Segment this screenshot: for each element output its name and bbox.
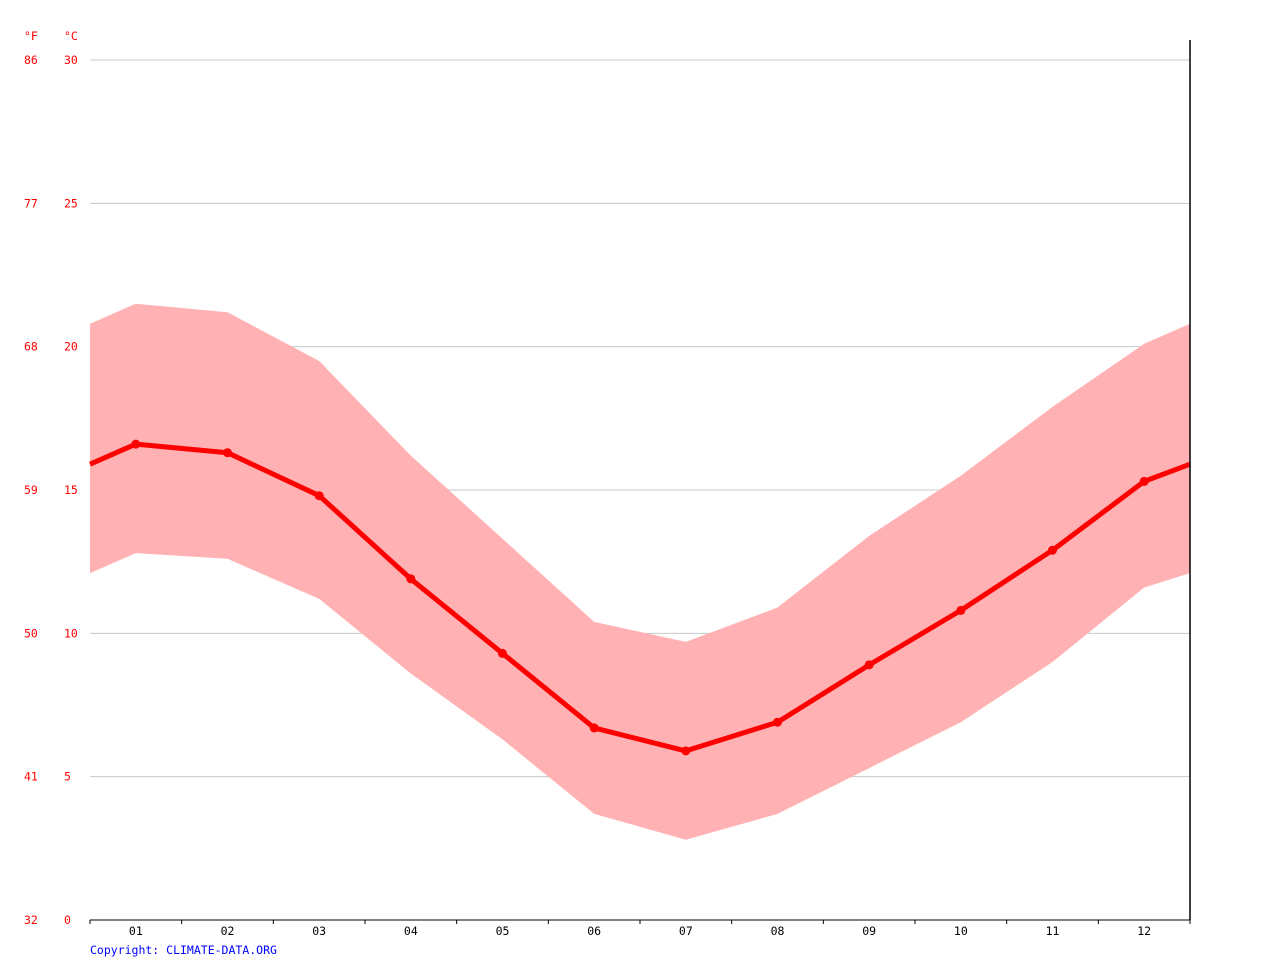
y-tick-label-celsius: 5: [64, 770, 71, 784]
y-tick-label-fahrenheit: 59: [24, 483, 38, 497]
axes: [89, 40, 1191, 924]
data-point: [1139, 476, 1149, 486]
data-point: [956, 605, 966, 615]
x-tick-label: 06: [587, 924, 601, 938]
x-tick-label: 10: [954, 924, 968, 938]
data-point: [589, 723, 599, 733]
x-tick-label: 05: [496, 924, 510, 938]
y-tick-label-celsius: 15: [64, 483, 78, 497]
data-point: [864, 660, 874, 670]
copyright-text[interactable]: Copyright: CLIMATE-DATA.ORG: [90, 943, 277, 957]
y-tick-label-celsius: 25: [64, 196, 78, 210]
y-tick-label-fahrenheit: 68: [24, 340, 38, 354]
y-tick-label-celsius: 10: [64, 626, 78, 640]
x-tick-label: 03: [312, 924, 326, 938]
y-tick-label-fahrenheit: 77: [24, 196, 38, 210]
y-tick-label-celsius: 30: [64, 53, 78, 67]
data-point: [406, 574, 416, 584]
y-tick-label-fahrenheit: 32: [24, 913, 38, 927]
y-tick-label-fahrenheit: 50: [24, 626, 38, 640]
x-tick-label: 04: [404, 924, 418, 938]
tick-labels: °F °C 0 32 5 41 10 50 15 59 20 68 25 77 30 86 01 02 03 04…: [24, 29, 1151, 938]
data-point: [223, 448, 232, 458]
data-point: [1048, 545, 1057, 555]
data-point: [498, 648, 507, 658]
data-point: [773, 717, 782, 727]
mean-temperature-line: [88, 441, 1191, 754]
unit-label-celsius: °C: [64, 29, 78, 43]
y-tick-label-fahrenheit: 86: [24, 53, 38, 67]
mean-temperature-points: [131, 439, 1149, 756]
x-tick-label: 07: [679, 924, 693, 938]
y-tick-label-fahrenheit: 41: [24, 770, 38, 784]
y-tick-label-celsius: 20: [64, 340, 78, 354]
x-tick-label: 11: [1046, 924, 1060, 938]
data-point: [681, 746, 691, 756]
x-tick-label: 12: [1137, 924, 1151, 938]
x-tick-label: 01: [129, 924, 143, 938]
temperature-range-band: [90, 303, 1190, 840]
data-point: [314, 491, 324, 501]
data-point: [131, 439, 141, 449]
x-tick-label: 08: [771, 924, 785, 938]
y-tick-label-celsius: 0: [64, 913, 71, 927]
unit-label-fahrenheit: °F: [24, 29, 38, 43]
x-tick-label: 09: [862, 924, 876, 938]
x-tick-label: 02: [221, 924, 235, 938]
